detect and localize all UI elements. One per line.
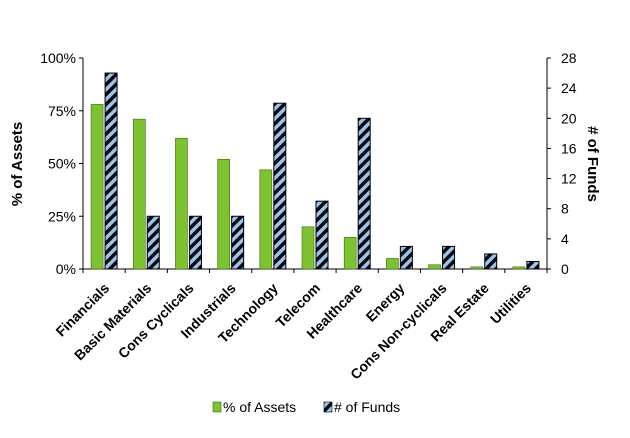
- legend-swatch-assets: [212, 401, 222, 413]
- x-tick-label: Utilities: [487, 280, 534, 327]
- bar-funds-3: [231, 215, 245, 270]
- bar-assets-4: [259, 169, 273, 270]
- y-axis-title: % of Assets: [9, 122, 26, 206]
- y-tick-label: 75%: [48, 103, 76, 119]
- bar-funds-5: [315, 200, 329, 270]
- bar-assets-5: [301, 226, 315, 270]
- bar-assets-3: [217, 158, 230, 270]
- bar-funds-10: [526, 260, 540, 270]
- bar-assets-1: [132, 118, 146, 270]
- bar-funds-7: [399, 245, 413, 270]
- y-tick-label: 100%: [40, 50, 76, 66]
- bars: [90, 72, 540, 270]
- y2-tick-label: 8: [561, 201, 569, 217]
- bar-assets-0: [90, 104, 104, 270]
- bar-funds-8: [442, 245, 456, 270]
- y-tick-label: 0%: [56, 261, 76, 277]
- y2-tick-label: 16: [561, 140, 577, 156]
- legend-swatch-funds: [323, 401, 333, 413]
- bar-funds-0: [104, 72, 118, 270]
- y2-tick-label: 0: [561, 261, 569, 277]
- bar-assets-2: [175, 137, 188, 270]
- bar-assets-6: [343, 237, 357, 270]
- bar-assets-7: [386, 258, 399, 270]
- bar-funds-2: [188, 215, 202, 270]
- y2-tick-label: 4: [561, 231, 569, 247]
- bar-assets-10: [512, 266, 526, 270]
- bar-funds-9: [484, 253, 498, 270]
- y2-axis-title: # of Funds: [584, 126, 601, 202]
- bar-funds-6: [357, 117, 371, 270]
- x-tick-label: Basic Materials: [71, 280, 155, 364]
- y2-tick-label: 20: [561, 110, 577, 126]
- axes: 0% 25% 50% 75% 100% 0 4 8 12 16 20 24 28: [40, 50, 577, 277]
- legend-label-funds: # of Funds: [334, 399, 400, 415]
- y2-tick-label: 24: [561, 80, 577, 96]
- y2-tick-label: 12: [561, 171, 577, 187]
- bar-assets-8: [428, 264, 441, 270]
- bar-funds-1: [146, 215, 160, 270]
- legend-label-assets: % of Assets: [223, 399, 296, 415]
- legend: % of Assets # of Funds: [212, 399, 400, 415]
- y2-tick-label: 28: [561, 50, 577, 66]
- x-tick-label: Cons Cyclicals: [115, 280, 197, 362]
- bar-assets-9: [470, 266, 484, 270]
- y-tick-label: 50%: [48, 156, 76, 172]
- bar-funds-4: [273, 102, 287, 270]
- y-tick-label: 25%: [48, 208, 76, 224]
